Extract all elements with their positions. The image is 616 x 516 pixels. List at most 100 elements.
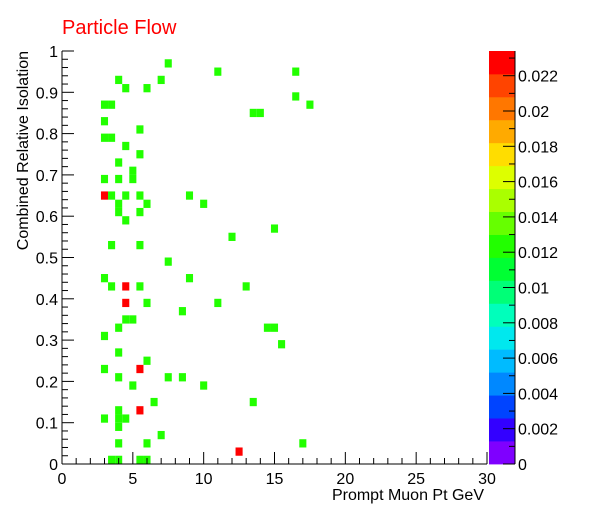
heatmap-cell [136,207,144,217]
heatmap-cell [143,84,151,93]
heatmap-cell [150,397,158,407]
palette-swatch [489,119,515,144]
palette-swatch [489,165,515,190]
palette-tick-label: 0.008 [518,316,558,333]
y-tick-label: 0.7 [36,168,58,185]
heatmap-cell [100,364,109,374]
heatmap-cell [115,323,123,332]
heatmap-cell [100,100,109,109]
heatmap-cell [100,414,109,423]
heatmap-cell [136,406,144,415]
heatmap-cell [256,108,264,118]
y-tick-label: 0.9 [36,85,58,102]
heatmap-cell [108,282,116,291]
y-tick-label: 1 [49,44,58,61]
axes: 0 5 10 15 20 25 30 0 0.1 0.2 0.3 0.4 0.5 0.6 0.7 0.8 0.9… [36,44,496,488]
heatmap-cell [143,298,151,308]
heatmap-cell [136,150,144,159]
heatmap-cell [278,340,286,349]
heatmap-cell [115,406,123,415]
x-axis-title: Prompt Muon Pt GeV [332,487,484,504]
palette-swatch [489,73,515,98]
heatmap-cell [108,455,116,464]
palette-swatch [489,96,515,121]
heatmap-cell [122,191,130,200]
palette-swatch [489,257,515,281]
x-tick-label: 10 [195,471,213,488]
heatmap-cell [100,174,109,184]
heatmap-cell [292,92,300,101]
palette-swatch [489,234,515,258]
heatmap-cell [143,356,151,365]
y-tick-label: 0.5 [36,251,58,268]
palette-tick-label: 0.022 [518,69,558,86]
heatmap-cell [136,455,144,464]
heatmap-cell [129,315,137,324]
palette-swatch [489,441,515,465]
chart-title: Particle Flow [62,17,177,39]
heatmap-cell [129,166,137,175]
heatmap-cell [185,191,194,200]
plot-area [62,51,487,464]
heatmap-cell [164,373,172,382]
heatmap-cell [214,298,222,308]
heatmap-cell [235,447,243,456]
heatmap-cell [292,67,300,76]
heatmap-cell [178,373,186,382]
heatmap-cell [115,373,123,382]
palette-swatch [489,372,515,396]
palette-swatch [489,349,515,373]
heatmap-cell [136,282,144,291]
y-tick-label: 0.2 [36,374,58,391]
heatmap-cell [136,240,144,250]
heatmap-cell [115,199,123,208]
palette-tick-label: 0.014 [518,210,558,227]
palette-swatch [489,188,515,213]
palette-tick-label: 0.01 [518,281,549,298]
heatmap-cell [185,274,194,283]
heatmap-cell [115,158,123,167]
heatmap-cell [306,100,314,109]
palette-tick-label: 0.004 [518,386,558,403]
y-axis-title: Combined Relative Isolation [15,51,32,250]
heatmap-cell [136,125,144,134]
palette-swatch [489,280,515,304]
heatmap-cell [129,174,137,184]
y-tick-label: 0.4 [36,292,58,309]
heatmap-cell [228,232,236,241]
heatmap-cell [263,323,271,332]
x-tick-label: 5 [128,471,137,488]
heatmap-cell [214,67,222,76]
heatmap-cell [122,298,130,308]
heatmap-cell [200,381,208,390]
heatmap-cell [122,141,130,151]
heatmap-cell [100,191,109,200]
heatmap-cell [108,100,116,109]
heatmap-cell [143,439,151,448]
y-tick-label: 0 [49,457,58,474]
heatmap-cell [100,117,109,126]
palette-tick-label: 0.018 [518,139,558,156]
heatmap-cell [157,430,165,440]
heatmap-cell [178,307,186,316]
palette-tick-label: 0.002 [518,422,558,439]
heatmap-cell [249,397,257,407]
palette-tick-label: 0.006 [518,351,558,368]
heatmap-cell [100,133,109,142]
heatmap-cell [115,174,123,184]
heatmap-cell [115,75,123,85]
heatmap-cell [108,133,116,142]
heatmap-cell [122,315,130,324]
heatmap-cell [122,282,130,291]
heatmap-cell [122,84,130,93]
heatmap-cell [270,323,279,332]
palette-swatch [489,326,515,350]
heatmap-cell [115,439,123,448]
heatmap-cell [100,274,109,283]
heatmap-cell [242,282,250,291]
x-tick-label: 25 [407,471,425,488]
heatmap-cell [299,439,307,448]
y-tick-label: 0.8 [36,127,58,144]
heatmap-cell [129,381,137,390]
